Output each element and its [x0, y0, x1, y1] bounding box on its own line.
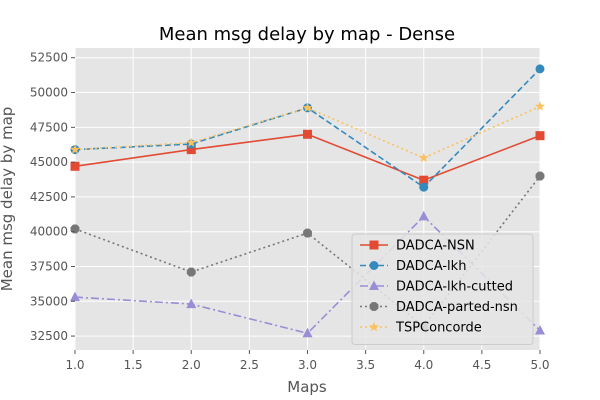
x-tick-label: 5.0: [530, 358, 549, 372]
legend-label-dadca-parted-nsn: DADCA-parted-nsn: [396, 300, 518, 315]
legend-marker-dadca-lkh: [369, 261, 379, 270]
legend-label-dadca-lkh: DADCA-lkh: [396, 259, 466, 274]
x-tick-label: 4.5: [472, 358, 491, 372]
data-point-dadca-nsn: [535, 131, 545, 141]
data-point-dadca-nsn: [303, 129, 312, 139]
data-point-dadca-parted-nsn: [535, 171, 545, 181]
x-tick-label: 2.5: [240, 358, 259, 372]
data-point-dadca-lkh-cutted: [535, 325, 545, 335]
legend-item-tspconcorde: TSPConcorde: [360, 321, 482, 336]
y-tick-label: 47500: [30, 120, 68, 134]
legend-label-dadca-lkh-cutted: DADCA-lkh-cutted: [396, 280, 513, 295]
data-point-tspconcorde: [70, 144, 80, 154]
x-tick-label: 3.0: [298, 358, 317, 372]
data-point-dadca-lkh: [419, 182, 429, 192]
series-line-tspconcorde: [74, 105, 541, 159]
y-axis-label: Mean msg delay by map: [0, 107, 16, 292]
data-point-dadca-parted-nsn: [186, 267, 196, 277]
data-point-tspconcorde: [186, 137, 197, 147]
legend: DADCA-NSN DADCA-lkh DADCA-lkh-cutted DADCA-…: [351, 233, 534, 345]
y-tick-label: 42500: [30, 190, 68, 204]
x-tick-label: 4.0: [414, 358, 433, 372]
series-tspconcorde: [70, 101, 545, 163]
data-point-dadca-nsn: [419, 175, 429, 185]
data-point-dadca-nsn: [70, 161, 80, 171]
y-tick-label: 35000: [30, 294, 68, 308]
x-tick-label: 3.5: [356, 358, 375, 372]
data-point-dadca-lkh: [535, 64, 545, 74]
y-tick-label: 40000: [30, 225, 68, 239]
data-point-dadca-lkh-cutted: [302, 327, 313, 338]
y-tick-label: 45000: [30, 155, 68, 169]
x-tick-label: 2.0: [182, 358, 201, 372]
y-tick-label: 32500: [30, 329, 68, 343]
legend-marker-dadca-parted-nsn: [369, 302, 379, 311]
legend-marker-tspconcorde: [369, 321, 379, 332]
y-tick-label: 37500: [30, 259, 68, 273]
chart-title: Mean msg delay by map - Dense: [159, 24, 455, 45]
data-point-dadca-parted-nsn: [303, 228, 312, 238]
data-point-dadca-parted-nsn: [70, 224, 80, 234]
x-tick-label: 1.5: [124, 358, 143, 372]
data-point-tspconcorde: [535, 101, 545, 111]
data-point-dadca-nsn: [186, 145, 196, 155]
legend-item-dadca-nsn: DADCA-NSN: [360, 239, 475, 254]
legend-item-dadca-lkh-cutted: DADCA-lkh-cutted: [360, 280, 513, 295]
data-point-dadca-lkh-cutted: [70, 291, 80, 302]
data-point-dadca-lkh-cutted: [418, 210, 429, 221]
data-point-tspconcorde: [302, 102, 313, 113]
legend-marker-dadca-lkh-cutted: [369, 280, 379, 290]
legend-label-tspconcorde: TSPConcorde: [395, 321, 482, 336]
legend-item-dadca-parted-nsn: DADCA-parted-nsn: [360, 300, 518, 315]
data-point-tspconcorde: [418, 152, 429, 163]
legend-marker-dadca-nsn: [369, 240, 379, 250]
x-axis-label: Maps: [287, 378, 327, 396]
legend-box: [351, 233, 534, 345]
series-dadca-nsn: [70, 129, 545, 185]
y-tick-label: 50000: [30, 86, 68, 100]
x-tick-label: 1.0: [65, 358, 84, 372]
ticks: 1.0 1.5 2.0 2.5 3.0 3.5 4.0 4.5 5.0 32500 35000 375…: [30, 51, 550, 372]
data-point-dadca-lkh-cutted: [186, 298, 197, 309]
y-tick-label: 52500: [30, 51, 68, 65]
legend-label-dadca-nsn: DADCA-NSN: [396, 239, 475, 254]
legend-item-dadca-lkh: DADCA-lkh: [360, 259, 466, 274]
